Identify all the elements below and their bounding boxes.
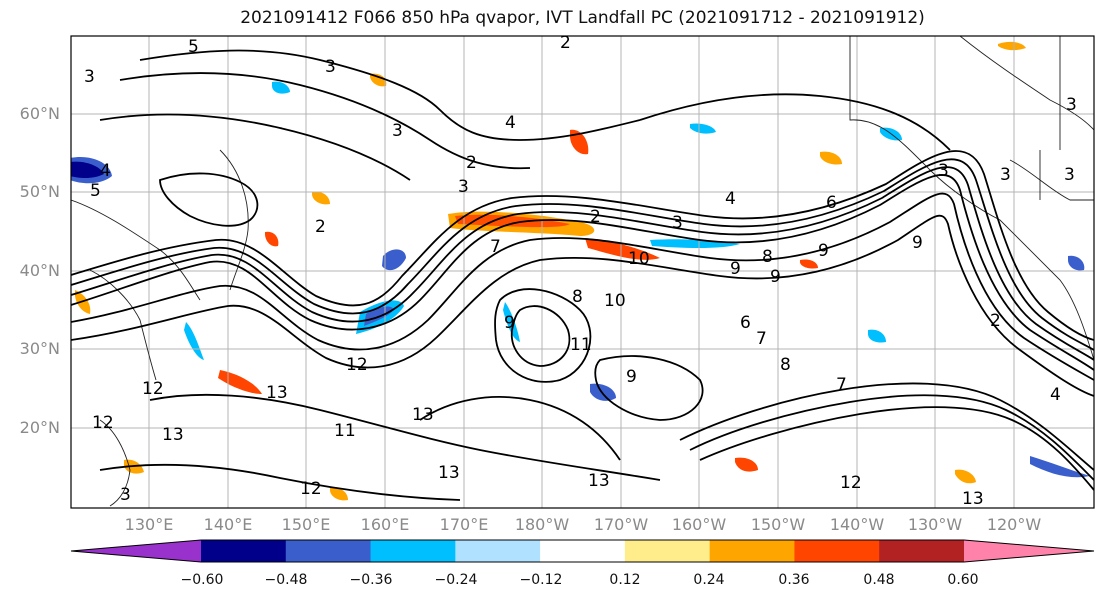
contour-label: 8 — [572, 287, 583, 307]
contour-label: 13 — [412, 405, 434, 425]
contour-label: 3 — [120, 485, 131, 505]
lon-label: 180°W — [514, 515, 570, 534]
contour-label: 3 — [325, 57, 336, 77]
contour-label: 12 — [142, 379, 164, 399]
contour-label: 3 — [672, 213, 683, 233]
contour-label: 9 — [912, 233, 923, 253]
colorbar-tick-label: −0.60 — [180, 572, 224, 588]
contour-label: 4 — [100, 161, 111, 181]
colorbar-extend-high — [964, 540, 1094, 562]
contour-label: 4 — [505, 113, 516, 133]
contour-label: 10 — [628, 249, 650, 269]
map-frame — [70, 35, 1095, 509]
lon-label: 140°W — [829, 515, 885, 534]
contour-label: 6 — [740, 313, 751, 333]
contour-label: 3 — [1064, 165, 1075, 185]
lon-label: 160°E — [360, 515, 410, 534]
colorbar-tick-label: 0.48 — [863, 572, 895, 588]
figure-title: 2021091412 F066 850 hPa qvapor, IVT Land… — [240, 8, 925, 28]
contour-label: 7 — [490, 237, 501, 257]
contour-labels: 2 3 4 5 2 3 2 3 4 6 9 9 8 9 9 10 10 8 9 … — [84, 33, 1077, 509]
contour-label: 13 — [266, 383, 288, 403]
contour-label: 10 — [604, 291, 626, 311]
colorbar-tick-label: −0.24 — [434, 572, 478, 588]
lat-label: 40°N — [19, 261, 60, 280]
contour-label: 9 — [504, 313, 515, 333]
graticule — [71, 36, 1094, 508]
contour-label: 2 — [466, 153, 477, 173]
contour-label: 13 — [438, 463, 460, 483]
contour-label: 12 — [92, 413, 114, 433]
lat-label: 30°N — [19, 339, 60, 358]
contour-label: 9 — [730, 259, 741, 279]
lon-label: 150°W — [750, 515, 806, 534]
contour-label: 9 — [818, 241, 829, 261]
lon-label: 170°W — [593, 515, 649, 534]
contour-lines — [71, 49, 1094, 501]
colorbar-tick-label: 0.60 — [947, 572, 979, 588]
lat-label: 20°N — [19, 418, 60, 437]
colorbar-segment — [879, 540, 965, 562]
contour-label: 3 — [84, 67, 95, 87]
contour-label: 9 — [770, 267, 781, 287]
contour-label: 6 — [826, 193, 837, 213]
colorbar-outline — [70, 539, 1095, 563]
colorbar-tick-label: 0.12 — [609, 572, 641, 588]
contour-label: 9 — [626, 367, 637, 387]
colorbar-tick-label: −0.12 — [519, 572, 563, 588]
contour-label: 12 — [840, 473, 862, 493]
contour-label: 12 — [300, 479, 322, 499]
colorbar-segment — [794, 540, 880, 562]
lon-label: 130°W — [907, 515, 963, 534]
colorbar-segment — [455, 540, 541, 562]
contour-label: 8 — [780, 355, 791, 375]
contour-label: 11 — [334, 421, 356, 441]
lon-label: 130°E — [124, 515, 174, 534]
colorbar — [70, 539, 1095, 563]
colorbar-segment — [285, 540, 372, 562]
colorbar-segment — [540, 540, 626, 562]
contour-label: 7 — [756, 329, 767, 349]
contour-label: 13 — [962, 489, 984, 509]
lon-label: 160°W — [671, 515, 727, 534]
colorbar-tick-label: 0.36 — [778, 572, 810, 588]
contour-label: 5 — [188, 37, 199, 57]
contour-label: 3 — [1000, 165, 1011, 185]
lon-label: 120°W — [986, 515, 1042, 534]
contour-label: 2 — [590, 207, 601, 227]
contour-label: 2 — [315, 217, 326, 237]
lon-label: 140°E — [203, 515, 253, 534]
lon-label: 170°E — [439, 515, 489, 534]
colorbar-segment — [201, 540, 287, 562]
contour-label: 13 — [588, 471, 610, 491]
contour-label: 5 — [90, 181, 101, 201]
contour-label: 13 — [162, 425, 184, 445]
colorbar-tick-label: −0.36 — [349, 572, 393, 588]
contour-label: 7 — [836, 375, 847, 395]
contour-label: 3 — [1066, 95, 1077, 115]
contour-label: 11 — [570, 335, 592, 355]
contour-label: 8 — [762, 247, 773, 267]
contour-label: 4 — [1050, 385, 1061, 405]
contour-label: 4 — [725, 189, 736, 209]
contour-label: 2 — [560, 33, 571, 53]
contour-label: 3 — [458, 177, 469, 197]
colorbar-tick-label: −0.48 — [264, 572, 308, 588]
contour-label: 12 — [346, 355, 368, 375]
colorbar-tick-label: 0.24 — [693, 572, 725, 588]
map-plot-area: 2 3 4 5 2 3 2 3 4 6 9 9 8 9 9 10 10 8 9 … — [71, 33, 1094, 509]
colorbar-segment — [370, 540, 456, 562]
lat-label: 50°N — [19, 182, 60, 201]
contour-label: 2 — [990, 311, 1001, 331]
colorbar-segment — [624, 540, 711, 562]
contour-label: 3 — [392, 121, 403, 141]
colorbar-segment — [709, 540, 795, 562]
lat-label: 60°N — [19, 104, 60, 123]
contour-label: 3 — [938, 161, 949, 181]
lon-label: 150°E — [281, 515, 331, 534]
colorbar-extend-low — [71, 540, 201, 562]
